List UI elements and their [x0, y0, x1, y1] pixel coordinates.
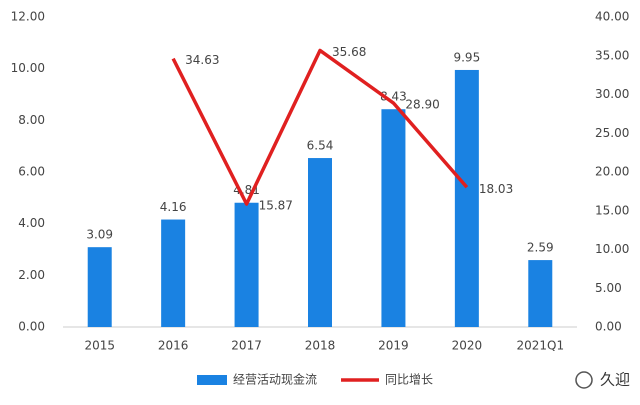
y2-tick-label: 15.00: [595, 203, 629, 217]
y-tick-label: 8.00: [18, 113, 45, 127]
y2-tick-label: 30.00: [595, 87, 629, 101]
y-tick-label: 0.00: [18, 320, 45, 334]
bar-value-label: 9.95: [453, 50, 480, 64]
y2-tick-label: 35.00: [595, 48, 629, 62]
x-tick-label: 2019: [378, 339, 409, 353]
y2-tick-label: 10.00: [595, 242, 629, 256]
legend-label: 同比增长: [385, 373, 433, 387]
x-tick-label: 2021Q1: [516, 339, 564, 353]
line-value-label: 18.03: [479, 182, 513, 196]
line-value-label: 15.87: [259, 199, 293, 213]
y-tick-label: 2.00: [18, 268, 45, 282]
x-tick-label: 2018: [305, 339, 336, 353]
y2-tick-label: 40.00: [595, 10, 629, 24]
x-tick-label: 2017: [231, 339, 262, 353]
watermark: 久迎: [600, 371, 630, 389]
bar: [454, 69, 479, 327]
line-value-label: 28.90: [405, 98, 439, 112]
y-tick-label: 6.00: [18, 165, 45, 179]
y-tick-label: 12.00: [11, 10, 45, 24]
line: [171, 48, 469, 206]
x-tick-label: 2016: [158, 339, 189, 353]
bar: [381, 109, 406, 327]
y2-tick-label: 5.00: [595, 281, 622, 295]
x-tick-label: 2015: [84, 339, 115, 353]
x-tick-label: 2020: [452, 339, 483, 353]
bar-value-label: 4.16: [160, 200, 187, 214]
y2-tick-label: 20.00: [595, 165, 629, 179]
legend-swatch: [197, 375, 227, 385]
bar: [308, 158, 332, 327]
bar: [161, 219, 186, 327]
bar: [234, 202, 259, 327]
legend-label: 经营活动现金流: [233, 372, 317, 387]
bar-value-label: 6.54: [307, 139, 334, 153]
watermark-icon: [575, 371, 593, 389]
line-value-label: 34.63: [185, 53, 219, 67]
y-tick-label: 10.00: [11, 61, 45, 75]
bar: [528, 260, 553, 327]
bar-value-label: 3.09: [86, 228, 113, 242]
y2-tick-label: 25.00: [595, 126, 629, 140]
bar-value-label: 2.59: [527, 241, 554, 255]
y-tick-label: 4.00: [18, 216, 45, 230]
y2-tick-label: 0.00: [595, 320, 622, 334]
line-value-label: 35.68: [332, 45, 366, 59]
bar: [87, 247, 112, 327]
